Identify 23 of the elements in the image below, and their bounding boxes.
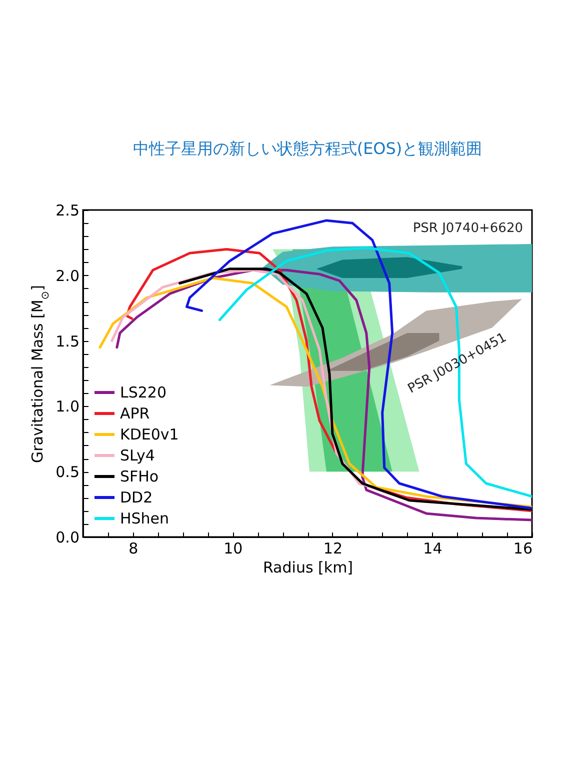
x-tick-label: 16 <box>513 540 532 558</box>
chart-title: 中性子星用の新しい状態方程式(EOS)と観測範囲 <box>132 139 482 158</box>
y-tick-label: 2.5 <box>56 202 80 220</box>
x-tick-label: 14 <box>423 540 442 558</box>
x-axis-title: Radius [km] <box>262 558 354 576</box>
y-tick-label: 0.0 <box>56 528 80 546</box>
legend-label: SLy4 <box>120 446 155 464</box>
legend-label: LS220 <box>120 384 167 402</box>
y-tick-label: 1.0 <box>56 398 80 416</box>
x-tick-label: 10 <box>224 540 243 558</box>
y-tick-label: 0.5 <box>56 463 80 482</box>
line-series <box>218 246 532 498</box>
x-tick-label: 12 <box>323 540 342 558</box>
annotation: PSR J0740+6620 <box>412 221 523 236</box>
y-tick-label: 1.5 <box>56 332 80 350</box>
legend-label: SFHo <box>120 468 159 486</box>
legend-label: APR <box>120 404 150 422</box>
line-series <box>186 219 532 510</box>
legend-label: KDE0v1 <box>120 426 179 444</box>
y-tick-label: 2.0 <box>56 266 80 285</box>
x-tick-label: 8 <box>128 540 138 558</box>
legend-label: DD2 <box>120 488 153 506</box>
legend-label: HShen <box>120 510 170 528</box>
